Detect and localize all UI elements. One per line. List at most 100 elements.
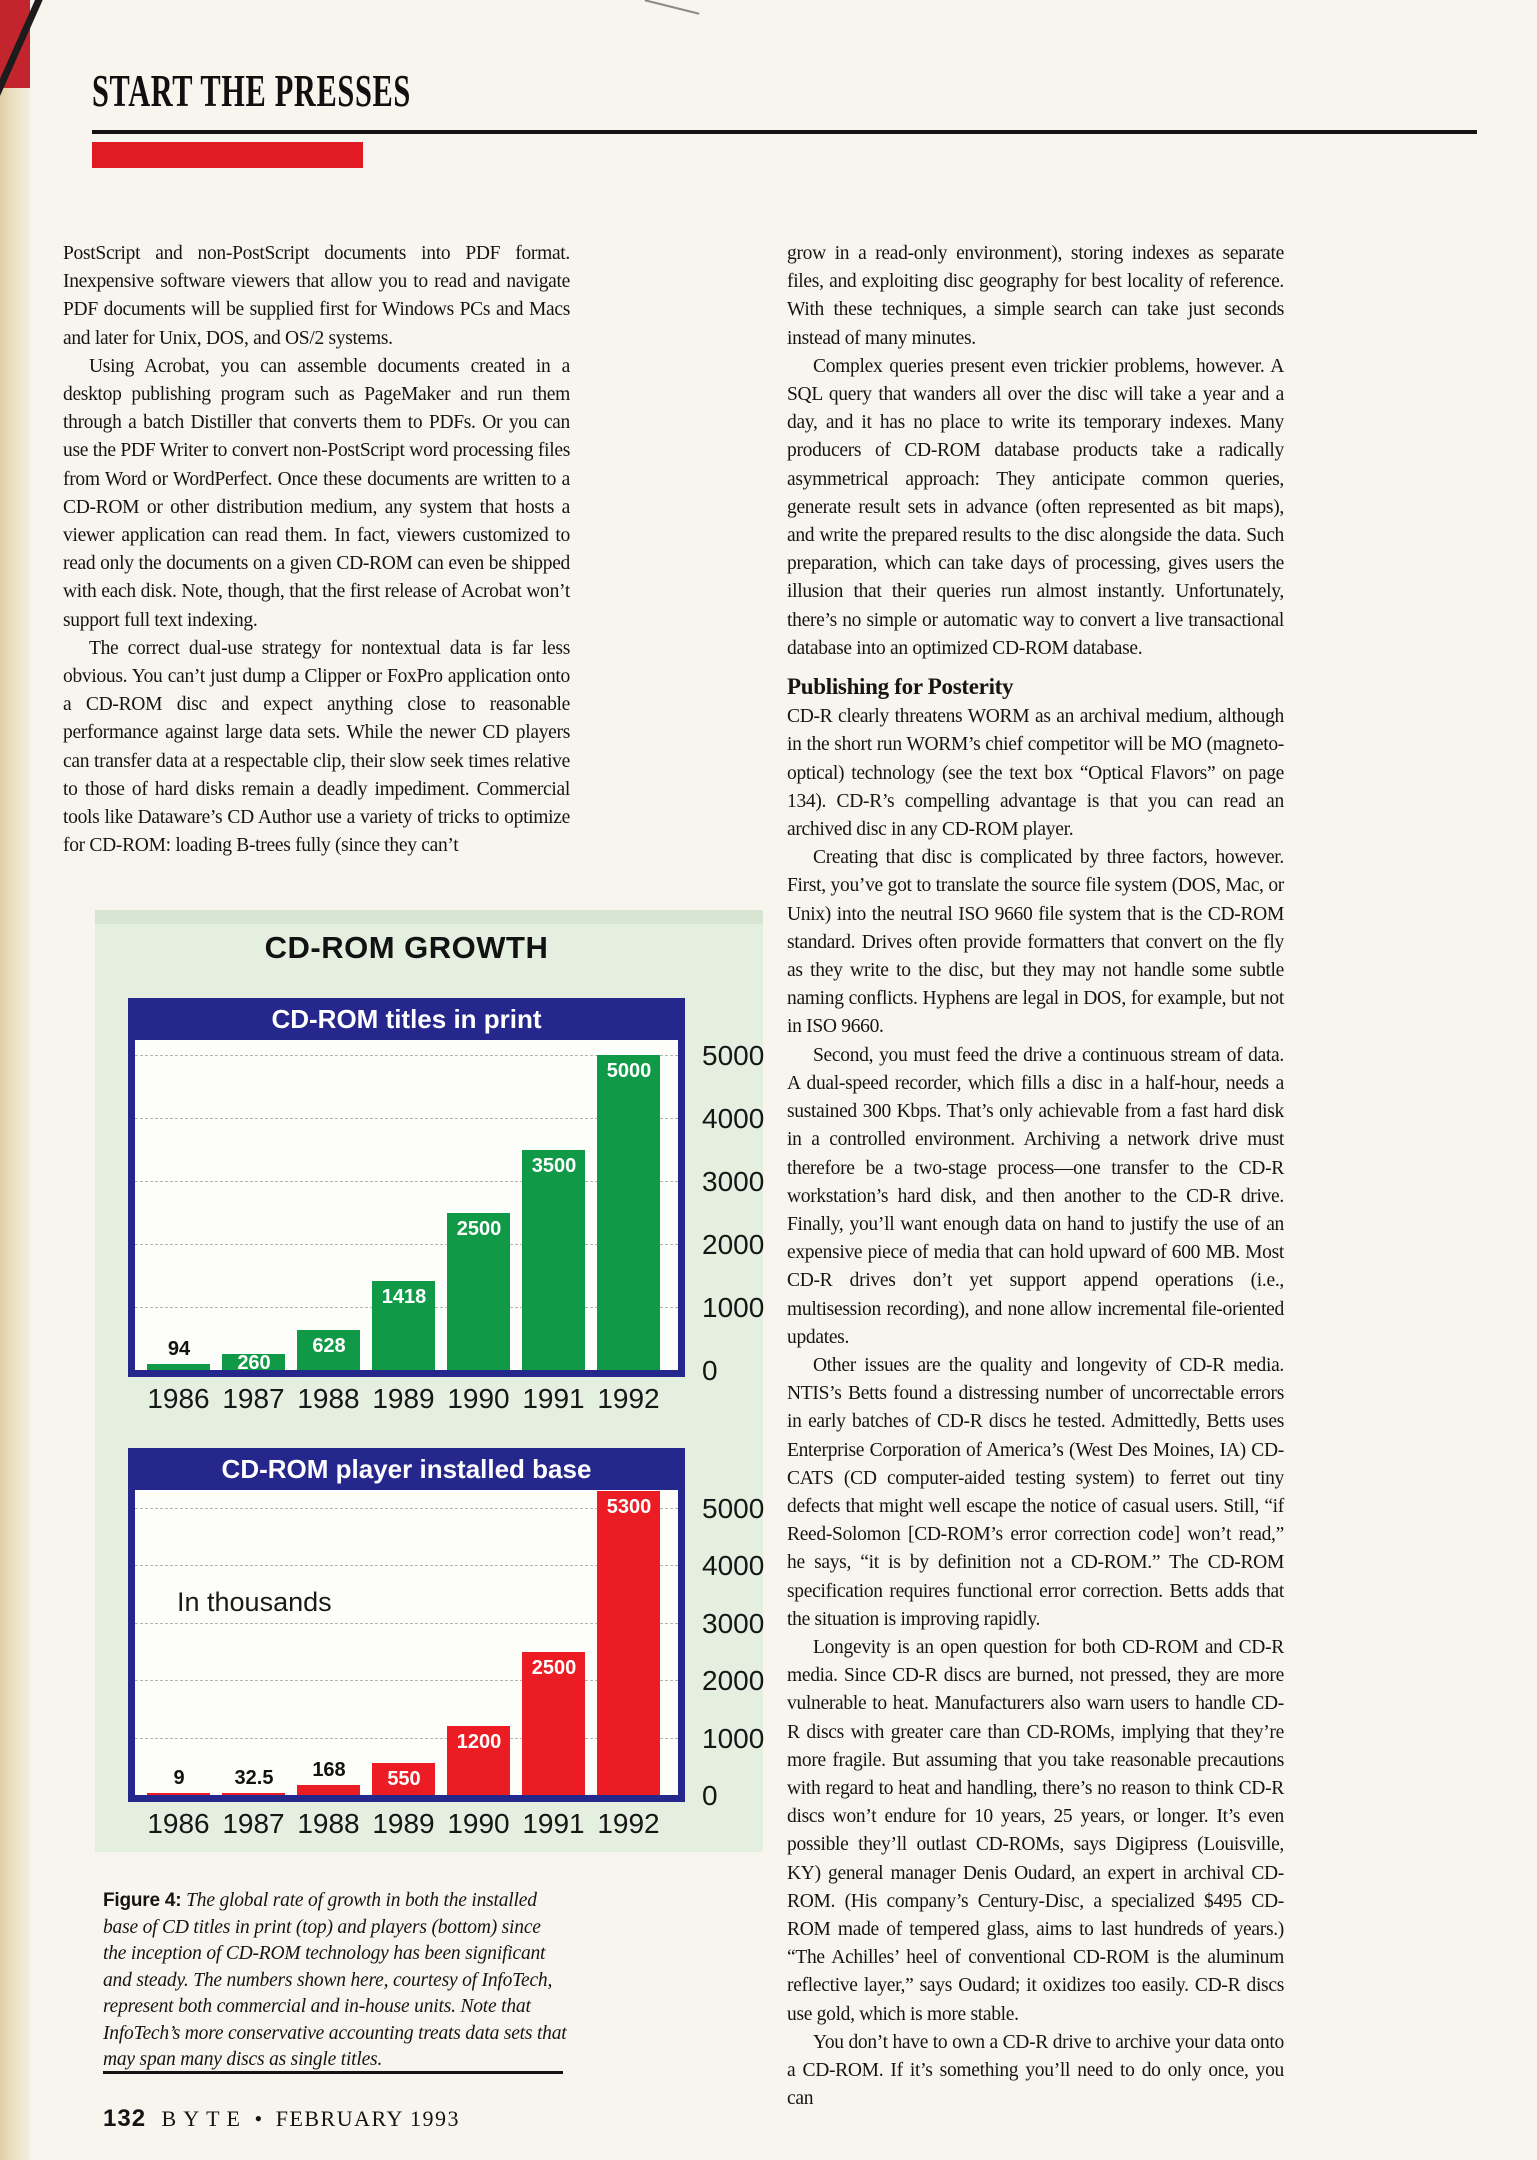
bar-value-label: 9 bbox=[173, 1767, 185, 1789]
caption-rule bbox=[103, 2071, 563, 2074]
bar bbox=[597, 1055, 660, 1370]
right-text-column: grow in a read-only environment), storin… bbox=[787, 240, 1284, 2113]
paragraph: PostScript and non-PostScript documents … bbox=[63, 243, 570, 349]
y-axis-tick-label: 5000 bbox=[702, 1040, 765, 1071]
masthead-red-bar bbox=[92, 142, 363, 168]
gridline bbox=[135, 1181, 678, 1182]
y-axis-tick-label: 0 bbox=[702, 1355, 718, 1386]
masthead-rule bbox=[92, 130, 1477, 134]
x-axis-tick-label: 1992 bbox=[597, 1808, 660, 1839]
bar bbox=[372, 1763, 435, 1795]
figure-caption-label: Figure 4: bbox=[103, 1890, 182, 1911]
bar-value-label: 5000 bbox=[606, 1060, 652, 1082]
chart-plot-area: In thousands 9 32.5 168 550 1200 2500 5300 bbox=[128, 1490, 685, 1802]
chart-plot-area: 94 260 628 1418 2500 3500 5000 bbox=[128, 1040, 685, 1377]
paragraph: The correct dual-use strategy for nontex… bbox=[63, 637, 570, 857]
gridline bbox=[135, 1737, 678, 1739]
x-axis-tick-label: 1987 bbox=[222, 1383, 285, 1414]
bar-chart-titles-in-print: CD-ROM titles in print 94 260 628 1418 2500 3… bbox=[128, 998, 764, 1414]
bar-value-label: 2500 bbox=[531, 1656, 577, 1679]
bar bbox=[447, 1212, 510, 1370]
gridline bbox=[135, 1118, 678, 1119]
x-axis-tick-label: 1988 bbox=[297, 1808, 360, 1839]
chart-header: CD-ROM player installed base bbox=[128, 1448, 685, 1490]
y-axis-tick-label: 4000 bbox=[702, 1103, 765, 1134]
bar bbox=[597, 1491, 660, 1795]
paragraph: Creating that disc is complicated by thr… bbox=[787, 847, 1284, 1038]
bar-value-label: 168 bbox=[312, 1759, 346, 1782]
bar bbox=[297, 1785, 360, 1795]
gridline bbox=[135, 1055, 678, 1056]
paragraph: Other issues are the quality and longevi… bbox=[787, 1354, 1284, 1630]
left-text-column: PostScript and non-PostScript documents … bbox=[63, 240, 570, 860]
x-axis-tick-label: 1989 bbox=[372, 1383, 435, 1414]
y-axis-tick-label: 4000 bbox=[702, 1550, 765, 1582]
bar-value-label: 550 bbox=[387, 1768, 421, 1791]
x-axis-tick-label: 1986 bbox=[147, 1808, 210, 1839]
bar bbox=[222, 1353, 285, 1370]
bar bbox=[147, 1793, 210, 1795]
paragraph: grow in a read-only environment), storin… bbox=[787, 243, 1284, 349]
scan-edge-strip bbox=[0, 0, 30, 2160]
bar-chart-player-installed-base: CD-ROM player installed base In thousand… bbox=[128, 1448, 764, 1839]
bar-value-label: 260 bbox=[237, 1351, 271, 1374]
y-axis-tick-label: 1000 bbox=[702, 1292, 765, 1323]
paragraph: CD-R clearly threatens WORM as an archiv… bbox=[787, 706, 1284, 841]
x-axis-tick-label: 1990 bbox=[447, 1808, 510, 1839]
x-axis-tick-label: 1991 bbox=[522, 1808, 585, 1839]
footer-bullet: • bbox=[254, 2106, 263, 2131]
y-axis-tick-label: 3000 bbox=[702, 1607, 765, 1639]
bar-value-label: 32.5 bbox=[234, 1767, 274, 1789]
issue-date: FEBRUARY 1993 bbox=[275, 2106, 461, 2131]
bar-value-label: 1200 bbox=[456, 1731, 502, 1754]
bar bbox=[222, 1793, 285, 1795]
x-axis-tick-label: 1992 bbox=[597, 1383, 660, 1414]
gridline bbox=[135, 1622, 678, 1624]
bar bbox=[297, 1330, 360, 1370]
chart-header: CD-ROM titles in print bbox=[128, 998, 685, 1040]
paragraph: Using Acrobat, you can assemble document… bbox=[63, 355, 570, 631]
bar bbox=[372, 1280, 435, 1370]
bar-value-label: 1418 bbox=[381, 1285, 427, 1308]
x-axis-tick-label: 1990 bbox=[447, 1383, 510, 1414]
y-axis-tick-label: 2000 bbox=[702, 1665, 765, 1697]
chart-unit-note: In thousands bbox=[177, 1587, 332, 1617]
gridline bbox=[135, 1508, 678, 1509]
magazine-name: BYTE bbox=[161, 2106, 247, 2131]
bar-value-label: 2500 bbox=[456, 1217, 502, 1240]
page-footer: 132 BYTE • FEBRUARY 1993 bbox=[103, 2105, 460, 2133]
paragraph: You don’t have to own a CD-R drive to ar… bbox=[787, 2031, 1284, 2110]
page-number: 132 bbox=[103, 2105, 147, 2132]
bar bbox=[522, 1149, 585, 1370]
x-axis-tick-label: 1988 bbox=[297, 1383, 360, 1414]
bar-value-label: 5300 bbox=[606, 1496, 652, 1518]
bar-value-label: 628 bbox=[312, 1335, 346, 1358]
figure-4-panel: CD-ROM GROWTH CD-ROM titles in print 94 2… bbox=[95, 910, 764, 1852]
bar bbox=[147, 1364, 210, 1370]
bar bbox=[447, 1726, 510, 1795]
section-masthead: START THE PRESSES bbox=[92, 65, 411, 116]
figure-caption: Figure 4: The global rate of growth in b… bbox=[103, 1888, 568, 2074]
paragraph: Complex queries present even trickier pr… bbox=[787, 355, 1284, 659]
paragraph: Second, you must feed the drive a contin… bbox=[787, 1044, 1284, 1348]
scan-texture bbox=[95, 910, 763, 924]
x-axis-tick-label: 1991 bbox=[522, 1383, 585, 1414]
x-axis-tick-label: 1987 bbox=[222, 1808, 285, 1839]
figure-caption-text: The global rate of growth in both the in… bbox=[103, 1890, 567, 2070]
gridline bbox=[135, 1680, 678, 1682]
section-subhead: Publishing for Posterity bbox=[787, 674, 1014, 700]
y-axis-tick-label: 1000 bbox=[702, 1722, 765, 1754]
gridline bbox=[135, 1244, 678, 1245]
x-axis-tick-label: 1989 bbox=[372, 1808, 435, 1839]
bar bbox=[522, 1651, 585, 1795]
figure-title: CD-ROM GROWTH bbox=[264, 930, 549, 965]
bar-value-label: 3500 bbox=[531, 1154, 577, 1177]
paragraph: Longevity is an open question for both C… bbox=[787, 1636, 1284, 2025]
bar-value-label: 94 bbox=[167, 1338, 191, 1361]
y-axis-tick-label: 3000 bbox=[702, 1166, 765, 1197]
x-axis-tick-label: 1986 bbox=[147, 1383, 210, 1414]
y-axis-tick-label: 2000 bbox=[702, 1229, 765, 1260]
gridline bbox=[135, 1565, 678, 1567]
y-axis-tick-label: 0 bbox=[702, 1780, 718, 1811]
